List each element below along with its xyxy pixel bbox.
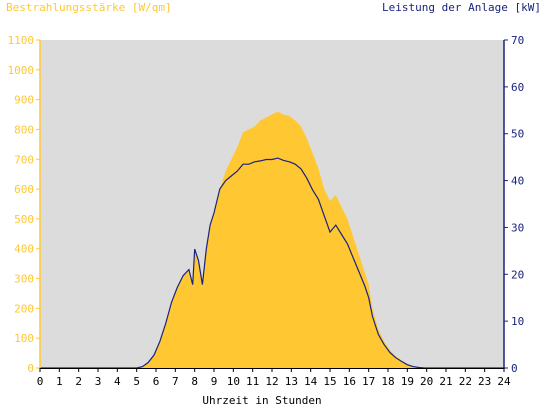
left-y-tick-label: 300 bbox=[14, 273, 34, 286]
x-axis-label: Uhrzeit in Stunden bbox=[202, 394, 321, 407]
left-y-tick-label: 0 bbox=[27, 362, 34, 375]
x-tick-label: 5 bbox=[133, 375, 140, 388]
x-tick-label: 16 bbox=[343, 375, 356, 388]
x-tick-label: 17 bbox=[362, 375, 375, 388]
x-tick-label: 20 bbox=[420, 375, 433, 388]
x-tick-label: 11 bbox=[246, 375, 259, 388]
x-tick-label: 18 bbox=[381, 375, 394, 388]
right-y-tick-label: 30 bbox=[511, 221, 524, 234]
left-y-tick-label: 700 bbox=[14, 153, 34, 166]
right-y-tick-label: 20 bbox=[511, 268, 524, 281]
x-tick-label: 14 bbox=[304, 375, 318, 388]
x-tick-label: 9 bbox=[211, 375, 218, 388]
left-axis-title: Bestrahlungsstärke [W/qm] bbox=[6, 1, 172, 14]
left-y-tick-label: 1000 bbox=[8, 64, 35, 77]
left-y-tick-label: 500 bbox=[14, 213, 34, 226]
left-y-tick-label: 100 bbox=[14, 332, 34, 345]
left-y-tick-label: 800 bbox=[14, 123, 34, 136]
right-axis-title: Leistung der Anlage [kW] bbox=[382, 1, 541, 14]
right-y-tick-label: 0 bbox=[511, 362, 518, 375]
ticks-layer: 0100200300400500600700800900100011000102… bbox=[8, 34, 525, 388]
x-tick-label: 24 bbox=[497, 375, 511, 388]
x-tick-label: 8 bbox=[191, 375, 198, 388]
right-y-tick-label: 40 bbox=[511, 175, 524, 188]
left-y-tick-label: 400 bbox=[14, 243, 34, 256]
x-tick-label: 6 bbox=[153, 375, 160, 388]
x-tick-label: 3 bbox=[95, 375, 102, 388]
x-tick-label: 12 bbox=[265, 375, 278, 388]
right-y-tick-label: 50 bbox=[511, 128, 524, 141]
x-tick-label: 19 bbox=[401, 375, 414, 388]
x-tick-label: 2 bbox=[75, 375, 82, 388]
series-layer bbox=[40, 111, 504, 369]
right-y-tick-label: 70 bbox=[511, 34, 524, 47]
x-tick-label: 1 bbox=[56, 375, 63, 388]
x-tick-label: 10 bbox=[227, 375, 240, 388]
left-y-tick-label: 200 bbox=[14, 302, 34, 315]
irradiance-area bbox=[40, 111, 504, 368]
x-tick-label: 13 bbox=[285, 375, 298, 388]
x-tick-label: 7 bbox=[172, 375, 179, 388]
x-tick-label: 4 bbox=[114, 375, 121, 388]
right-y-tick-label: 10 bbox=[511, 315, 524, 328]
power-line bbox=[40, 157, 504, 369]
x-tick-label: 0 bbox=[37, 375, 44, 388]
left-y-tick-label: 600 bbox=[14, 183, 34, 196]
x-tick-label: 22 bbox=[459, 375, 472, 388]
left-y-tick-label: 1100 bbox=[8, 34, 35, 47]
x-tick-label: 21 bbox=[439, 375, 452, 388]
x-tick-label: 23 bbox=[478, 375, 491, 388]
right-y-tick-label: 60 bbox=[511, 81, 524, 94]
left-y-tick-label: 900 bbox=[14, 94, 34, 107]
x-tick-label: 15 bbox=[323, 375, 336, 388]
